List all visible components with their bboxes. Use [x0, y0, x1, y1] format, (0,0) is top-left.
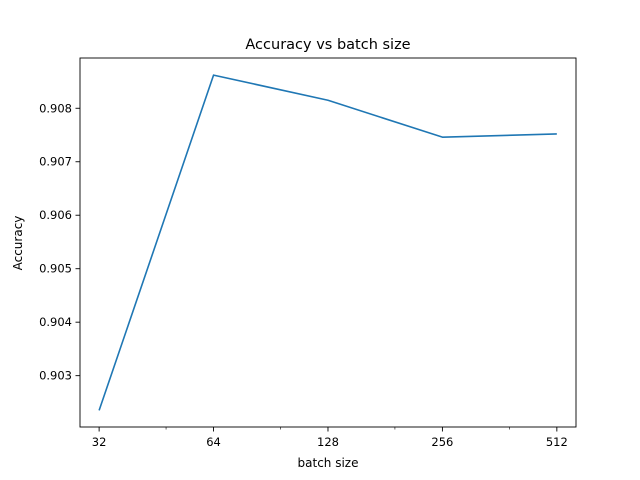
y-tick-label: 0.905: [39, 262, 72, 276]
x-tick-label: 512: [546, 435, 568, 449]
y-tick-label: 0.904: [39, 315, 72, 329]
series-layer: [98, 74, 557, 411]
x-axis-ticks: 32 64 128 256 512: [92, 427, 568, 449]
x-axis-label: batch size: [298, 456, 359, 470]
x-tick-label: 128: [317, 435, 339, 449]
y-tick-label: 0.903: [39, 369, 72, 383]
y-axis-ticks: 0.903 0.904 0.905 0.906 0.907 0.908: [39, 101, 80, 383]
series-line: [98, 74, 557, 411]
x-tick-label: 64: [206, 435, 221, 449]
x-tick-label: 256: [431, 435, 453, 449]
y-tick-label: 0.907: [39, 155, 72, 169]
plot-frame: [79, 57, 577, 428]
plot-area: 32 64 128 256 512 0.9030.9040.9050.9060.9070…: [39, 57, 577, 449]
chart-title: Accuracy vs batch size: [245, 37, 410, 53]
y-tick-label: 0.906: [39, 208, 72, 222]
y-tick-label: 0.908: [39, 101, 72, 115]
x-tick-label: 32: [92, 435, 107, 449]
y-axis-label: Accuracy: [11, 216, 25, 271]
